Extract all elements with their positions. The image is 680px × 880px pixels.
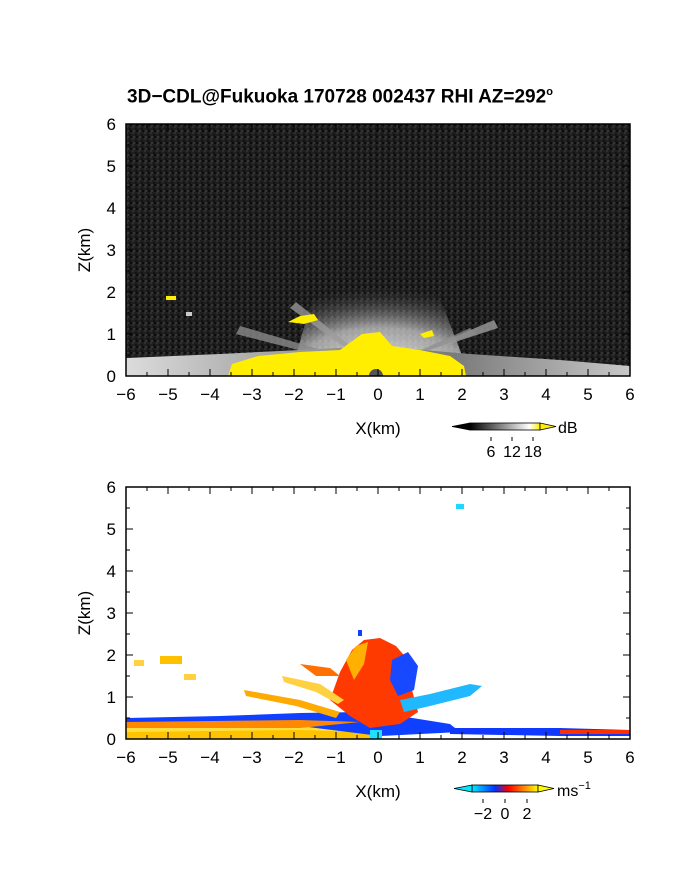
intensity-x-label: X(km): [355, 419, 400, 438]
colorbar-tick-label: 0: [501, 806, 510, 823]
x-tick-label: −3: [242, 385, 261, 404]
velocity-ticks: −6 −5 −4 −3 −2 −1 0 1 2 3 4 5 6 0 1 2 3 4 5 6: [107, 478, 635, 767]
velocity-colorbar-unit: ms−1: [557, 780, 591, 800]
x-tick-label: −6: [116, 748, 135, 767]
x-tick-label: −4: [200, 748, 219, 767]
figure-title-text: 3D−CDL@Fukuoka 170728 002437 RHI AZ=292: [127, 86, 547, 108]
colorbar-tick-label: 12: [503, 444, 521, 461]
intensity-colorbar: 6 12 18 dB: [451, 420, 578, 461]
x-tick-label: 1: [415, 385, 424, 404]
velocity-colorbar: −2 0 2 ms−1: [453, 780, 591, 823]
surface-warm-core: [126, 730, 370, 739]
intensity-colorbar-left-arrow: [451, 422, 471, 431]
figure-title: 3D−CDL@Fukuoka 170728 002437 RHI AZ=292o: [0, 86, 680, 108]
far-echo-patch: [186, 312, 192, 316]
x-tick-label: −3: [242, 748, 261, 767]
colorbar-tick-label: 2: [523, 806, 532, 823]
x-tick-label: −2: [284, 385, 303, 404]
velocity-y-label: Z(km): [75, 591, 94, 635]
left-beam-top: [300, 664, 340, 676]
x-tick-label: 5: [583, 748, 592, 767]
site-cyan-patch: [370, 730, 382, 739]
x-tick-label: −1: [326, 385, 345, 404]
intensity-field: [126, 124, 630, 376]
velocity-colorbar-ticks: −2 0 2: [474, 799, 532, 823]
plume-warm-edge: [346, 642, 368, 680]
x-tick-label: 3: [499, 385, 508, 404]
intensity-ticks: −6 −5 −4 −3 −2 −1 0 1 2 3 4 5 6 0 1 2 3 4 5 6: [107, 115, 635, 404]
x-tick-label: −2: [284, 748, 303, 767]
x-tick-label: 4: [541, 385, 550, 404]
strong-echo-far-patch: [166, 296, 176, 300]
x-tick-label: −1: [326, 748, 345, 767]
x-tick-label: −5: [158, 748, 177, 767]
x-tick-label: 6: [625, 748, 634, 767]
y-tick-label: 3: [107, 604, 116, 623]
far-patch-3: [184, 674, 196, 680]
x-tick-label: 4: [541, 748, 550, 767]
strong-echo-right-patch: [420, 330, 434, 338]
x-tick-label: 1: [415, 748, 424, 767]
left-beam-upper: [282, 676, 344, 704]
x-tick-label: 2: [457, 748, 466, 767]
colorbar-tick-label: 6: [487, 444, 496, 461]
strong-echo-main: [228, 332, 466, 376]
lidar-site-marker: [369, 369, 383, 376]
top-blue-speck: [358, 630, 362, 636]
y-tick-label: 0: [107, 367, 116, 386]
y-tick-label: 2: [107, 646, 116, 665]
y-tick-label: 5: [107, 520, 116, 539]
colorbar-tick-label: −2: [474, 806, 492, 823]
right-low-red: [560, 730, 630, 734]
strong-echo-left-patch: [288, 314, 318, 324]
x-tick-label: −5: [158, 385, 177, 404]
x-tick-label: 6: [625, 385, 634, 404]
intensity-colorbar-right-arrow: [539, 422, 557, 431]
intensity-colorbar-ticks: 6 12 18: [487, 437, 542, 461]
x-tick-label: 2: [457, 385, 466, 404]
plume-blue-patch: [390, 652, 418, 696]
far-patch-1: [134, 660, 144, 666]
y-tick-label: 2: [107, 283, 116, 302]
velocity-x-label: X(km): [355, 782, 400, 801]
velocity-colorbar-right-arrow: [537, 784, 555, 793]
y-tick-label: 6: [107, 478, 116, 497]
velocity-colorbar-bar: [471, 784, 539, 793]
y-tick-label: 1: [107, 325, 116, 344]
y-tick-label: 3: [107, 241, 116, 260]
y-tick-label: 4: [107, 199, 116, 218]
x-tick-label: 3: [499, 748, 508, 767]
right-beam-cyan: [400, 684, 482, 712]
degree-mark: o: [546, 86, 553, 98]
velocity-field: [126, 487, 630, 739]
x-tick-label: 5: [583, 385, 592, 404]
intensity-colorbar-bar: [469, 422, 541, 431]
left-beam-lower: [244, 690, 340, 718]
velocity-colorbar-left-arrow: [453, 784, 473, 793]
far-patch-2: [160, 656, 182, 664]
y-tick-label: 6: [107, 115, 116, 134]
y-tick-label: 5: [107, 157, 116, 176]
high-cyan-speck: [456, 504, 464, 509]
colorbar-tick-label: 18: [524, 444, 542, 461]
x-tick-label: −6: [116, 385, 135, 404]
x-tick-label: −4: [200, 385, 219, 404]
x-tick-label: 0: [373, 385, 382, 404]
y-tick-label: 1: [107, 688, 116, 707]
intensity-y-label: Z(km): [75, 228, 94, 272]
y-tick-label: 0: [107, 730, 116, 749]
orange-strip: [126, 720, 360, 728]
x-tick-label: 0: [373, 748, 382, 767]
intensity-colorbar-unit: dB: [558, 420, 578, 437]
y-tick-label: 4: [107, 562, 116, 581]
velocity-panel: −6 −5 −4 −3 −2 −1 0 1 2 3 4 5 6 0 1 2 3 4 5 6 X(km) Z(km) −…: [75, 478, 635, 823]
